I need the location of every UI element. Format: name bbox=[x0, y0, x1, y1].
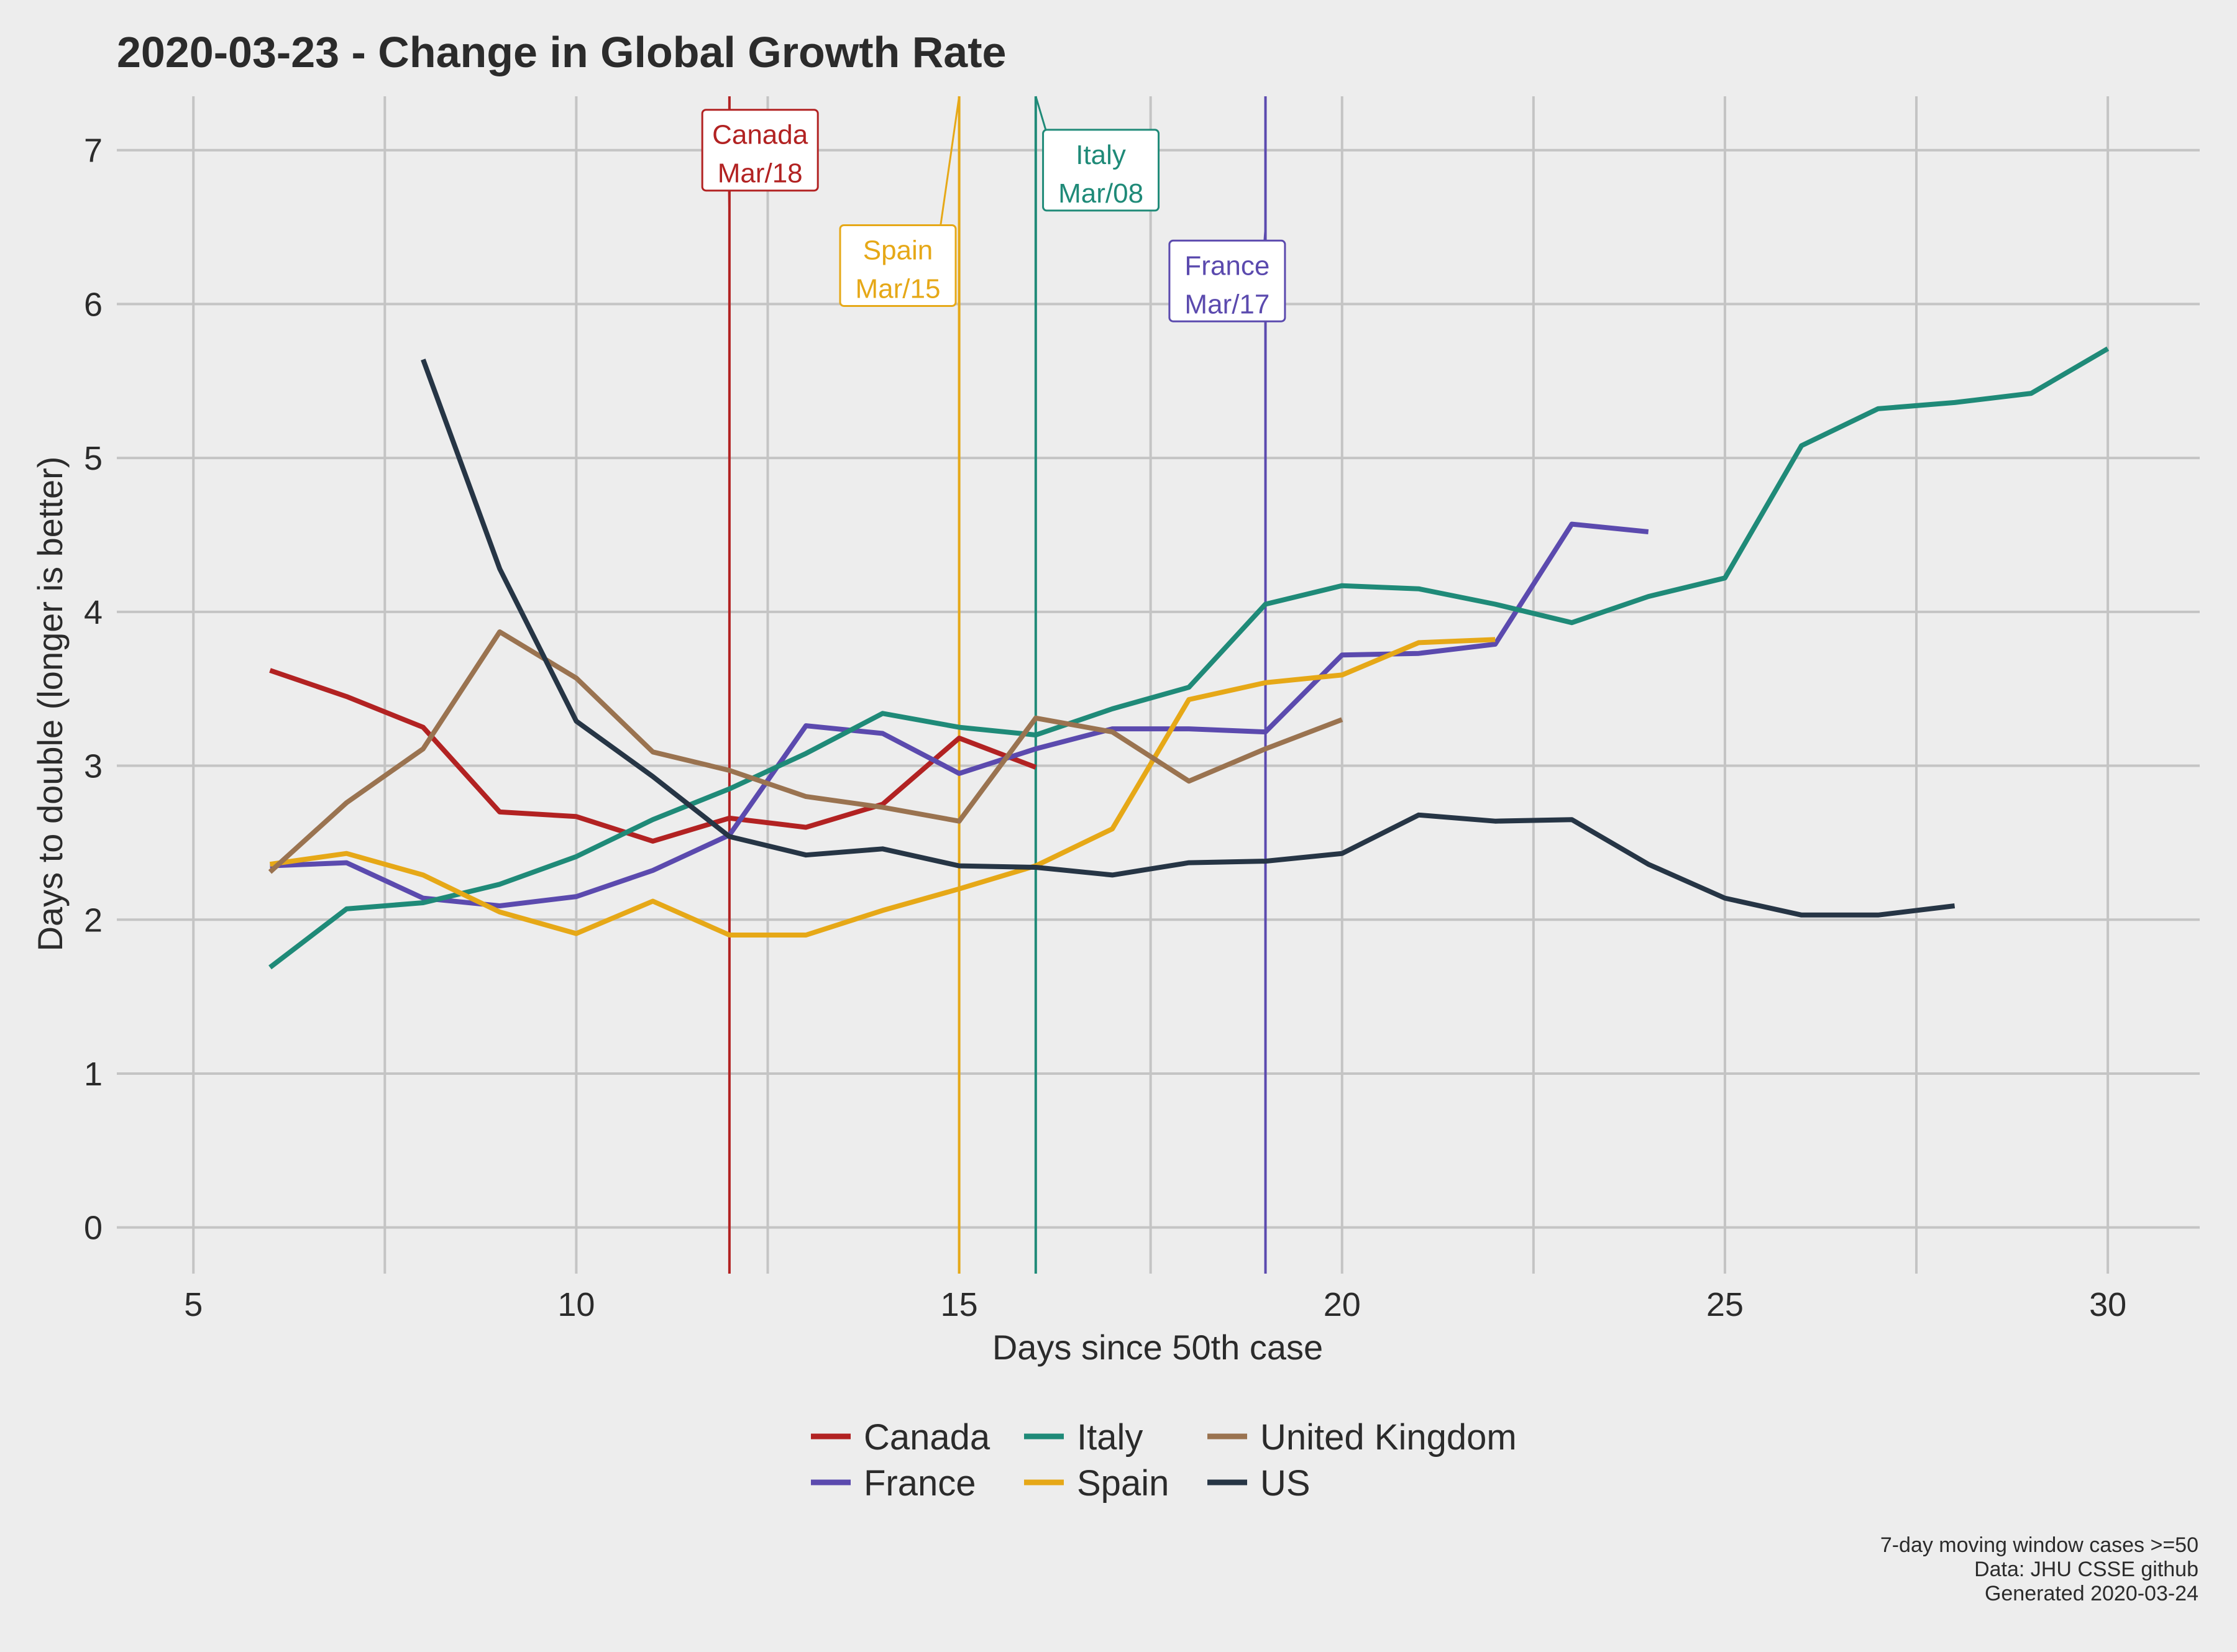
y-tick-label: 1 bbox=[84, 1056, 103, 1093]
caption-line: Data: JHU CSSE github bbox=[1974, 1558, 2198, 1581]
x-tick-label: 20 bbox=[1324, 1286, 1361, 1323]
annotation-date-france: Mar/17 bbox=[1184, 289, 1269, 319]
y-tick-label: 4 bbox=[84, 594, 103, 631]
x-tick-label: 15 bbox=[941, 1286, 978, 1323]
series-line-canada bbox=[269, 668, 1037, 844]
legend-label-france: France bbox=[864, 1463, 976, 1504]
event-annotations: Canada Mar/18 Spain Mar/15 Italy Mar/08 France… bbox=[701, 96, 1286, 322]
y-tick-label: 3 bbox=[84, 748, 103, 785]
series-line-united-kingdom bbox=[268, 629, 1343, 874]
y-tick-label: 0 bbox=[84, 1210, 103, 1247]
annotation-box-italy bbox=[1042, 129, 1160, 212]
y-axis-label: Days to double (longer is better) bbox=[30, 457, 70, 952]
annotation-box-spain bbox=[839, 224, 957, 307]
grid-lines bbox=[117, 96, 2200, 1274]
annotation-country-italy: Italy bbox=[1076, 140, 1126, 170]
annotation-date-italy: Mar/08 bbox=[1058, 178, 1143, 209]
y-tick-label: 5 bbox=[84, 440, 103, 477]
x-axis-label: Days since 50th case bbox=[992, 1328, 1323, 1367]
annotation-date-spain: Mar/15 bbox=[856, 273, 941, 304]
x-tick-label: 30 bbox=[2089, 1286, 2126, 1323]
x-tick-labels: 5 10 15 20 25 30 bbox=[184, 1286, 2126, 1323]
x-tick-label: 5 bbox=[184, 1286, 203, 1323]
series-line-france bbox=[270, 521, 1649, 908]
annotation-country-spain: Spain bbox=[863, 235, 933, 265]
annotation-country-canada: Canada bbox=[712, 120, 808, 150]
event-lines bbox=[728, 96, 1267, 1274]
series-lines bbox=[268, 346, 2110, 970]
series-line-us bbox=[421, 358, 1956, 918]
caption-line: 7-day moving window cases >=50 bbox=[1880, 1533, 2198, 1557]
legend-label-italy: Italy bbox=[1077, 1417, 1143, 1458]
caption-line: Generated 2020-03-24 bbox=[1985, 1582, 2198, 1605]
chart-title: 2020-03-23 - Change in Global Growth Rat… bbox=[117, 28, 1006, 76]
legend-label-united-kingdom: United Kingdom bbox=[1260, 1417, 1517, 1458]
legend-label-spain: Spain bbox=[1077, 1463, 1169, 1504]
series-line-italy bbox=[268, 346, 2110, 970]
x-tick-label: 10 bbox=[557, 1286, 595, 1323]
series-line-spain bbox=[269, 637, 1496, 938]
y-tick-label: 2 bbox=[84, 901, 103, 939]
annotation-date-canada: Mar/18 bbox=[718, 158, 803, 189]
legend-label-us: US bbox=[1260, 1463, 1311, 1504]
x-tick-label: 25 bbox=[1706, 1286, 1744, 1323]
legend: Canada Italy United Kingdom France Spain US bbox=[811, 1417, 1517, 1504]
annotation-leader-canada bbox=[728, 190, 731, 227]
y-tick-label: 7 bbox=[84, 132, 103, 170]
y-tick-label: 6 bbox=[84, 286, 103, 323]
annotation-box-canada bbox=[701, 109, 819, 192]
annotation-box-france bbox=[1168, 239, 1286, 322]
legend-label-canada: Canada bbox=[864, 1417, 990, 1458]
annotation-country-france: France bbox=[1184, 250, 1269, 281]
y-tick-labels: 0 1 2 3 4 5 6 7 bbox=[84, 132, 103, 1247]
